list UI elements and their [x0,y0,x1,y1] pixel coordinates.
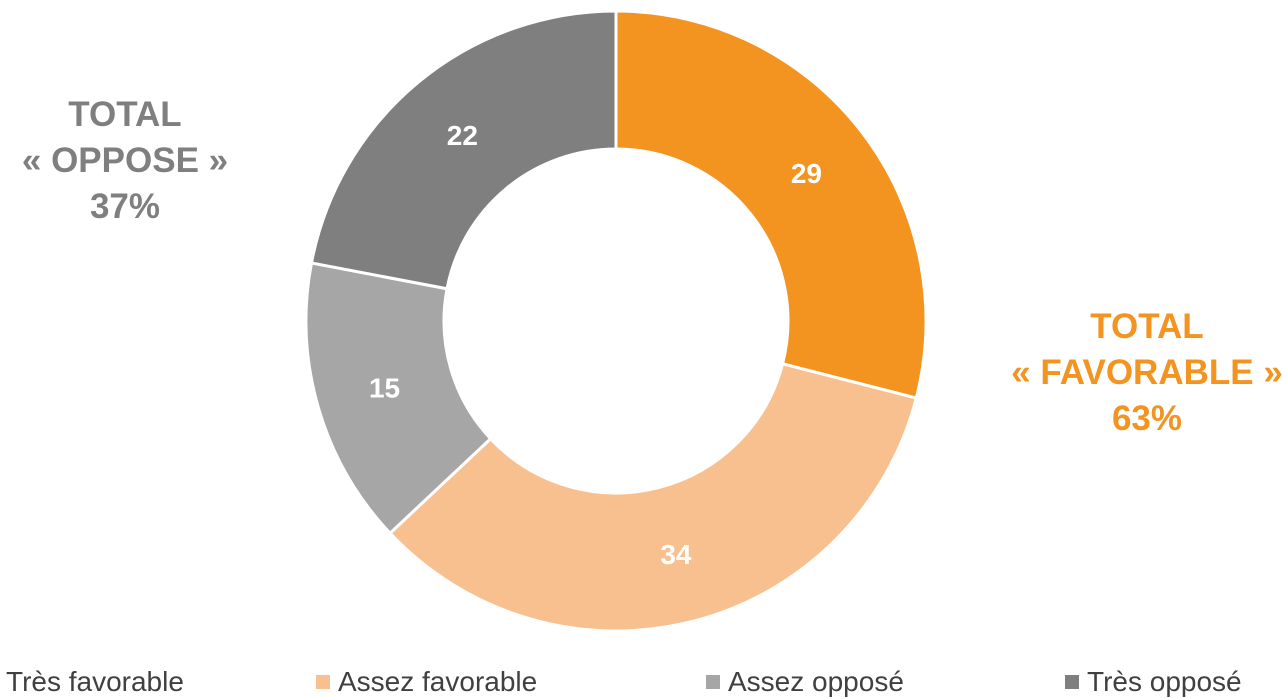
donut-slice-tres-favorable [614,9,928,400]
total-oppose-line1: TOTAL [68,95,182,134]
slice-label-assez-oppose: 15 [369,373,400,404]
legend-swatch-tres-oppose [1065,675,1079,689]
donut-slice-tres-oppose [309,9,618,291]
total-favorable-line1: TOTAL [1090,307,1204,346]
legend-swatch-assez-oppose [706,675,720,689]
slice-label-tres-favorable: 29 [791,158,822,189]
total-oppose-line2: « OPPOSE » [21,141,229,180]
legend-item-tres-favorable[interactable]: Très favorable [0,666,184,698]
donut-slice-assez-favorable [387,361,919,633]
total-oppose-annotation: TOTAL « OPPOSE » 37% [0,92,250,230]
legend-item-assez-favorable[interactable]: Assez favorable [316,666,537,698]
donut-slice-assez-oppose [304,261,493,536]
legend-item-assez-oppose[interactable]: Assez opposé [706,666,904,698]
legend-swatch-assez-favorable [316,675,330,689]
total-favorable-percent: 63% [1111,399,1183,438]
total-oppose-percent: 37% [89,187,161,226]
legend-label-assez-favorable: Assez favorable [338,666,538,697]
legend-label-tres-favorable: Très favorable [6,666,184,697]
slice-label-assez-favorable: 34 [660,539,692,570]
total-favorable-annotation: TOTAL « FAVORABLE » 63% [982,304,1282,442]
legend-item-tres-oppose[interactable]: Très opposé [1065,666,1242,698]
legend-label-assez-oppose: Assez opposé [728,666,904,697]
total-favorable-line2: « FAVORABLE » [1011,353,1282,392]
slice-label-tres-oppose: 22 [447,120,478,151]
chart-legend: Très favorable Assez favorable Assez opp… [0,666,1282,698]
legend-label-tres-oppose: Très opposé [1087,666,1242,697]
